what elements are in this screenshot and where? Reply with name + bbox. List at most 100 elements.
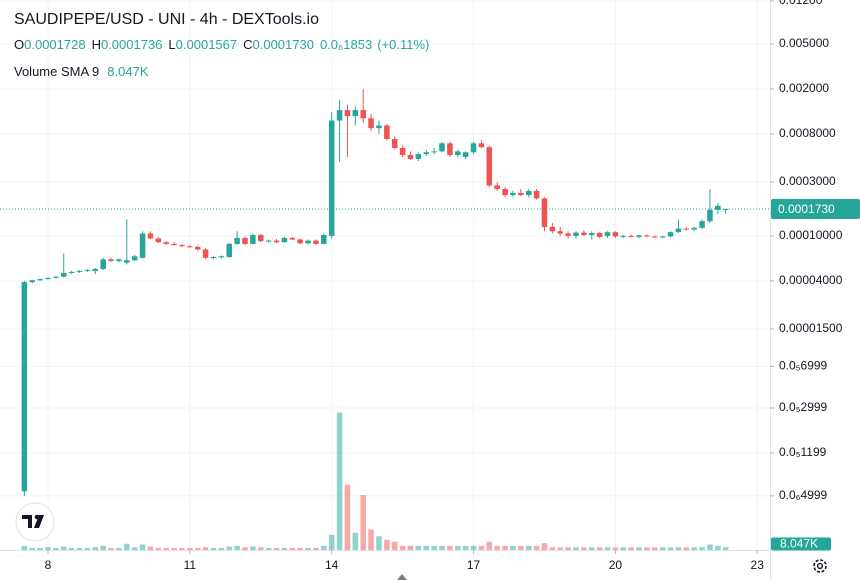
- volume-sma-tag-label: 8.047K: [780, 537, 818, 551]
- volume-bar: [84, 547, 91, 550]
- candle-body: [541, 198, 548, 227]
- volume-bar: [45, 547, 51, 550]
- candle-body: [53, 276, 59, 278]
- candle-body: [494, 185, 500, 190]
- candle-body: [447, 143, 453, 156]
- y-tick-label: 0.002000: [779, 81, 829, 95]
- candle-body: [305, 240, 311, 244]
- legend-text: C: [243, 37, 252, 52]
- volume-bar: [699, 547, 705, 550]
- legend-text: 0.0001736: [101, 37, 162, 52]
- volume-bar: [218, 547, 225, 550]
- candle-body: [667, 232, 674, 237]
- volume-bar: [620, 547, 627, 550]
- volume-bar: [470, 545, 477, 550]
- candle-body: [407, 155, 414, 159]
- candle-body: [604, 232, 611, 236]
- candle-body: [683, 228, 690, 230]
- candle-body: [399, 148, 406, 156]
- legend-text: (+0.11%): [377, 37, 429, 52]
- volume-bar: [573, 547, 579, 550]
- volume-bar: [352, 532, 359, 550]
- candle-body: [313, 240, 319, 244]
- volume-bar: [683, 547, 690, 550]
- volume-bar: [147, 546, 154, 550]
- volume-bar: [659, 547, 666, 550]
- volume-bar: [541, 543, 548, 550]
- volume-bar: [644, 547, 650, 550]
- candle-body: [37, 279, 43, 281]
- x-tick-label: 20: [609, 558, 623, 572]
- y-tick-label: 0.00001500: [779, 321, 843, 335]
- volume-bar: [588, 547, 595, 550]
- time-axis-cover: [771, 551, 860, 580]
- volume-bar: [194, 547, 201, 550]
- volume-bar: [108, 547, 114, 550]
- candle-body: [525, 190, 532, 196]
- volume-bar: [525, 545, 532, 550]
- x-tick-label: 8: [45, 558, 52, 572]
- volume-legend: Volume SMA 9 8.047K: [14, 64, 149, 79]
- volume-bar: [100, 545, 106, 550]
- candle-body: [187, 246, 193, 248]
- volume-bar: [707, 544, 713, 550]
- volume-bar: [297, 547, 303, 550]
- volume-bar: [68, 547, 75, 550]
- legend-text: L: [168, 37, 175, 52]
- candle-body: [455, 151, 461, 156]
- candle-body: [273, 240, 280, 243]
- candle-body: [194, 246, 201, 250]
- tradingview-logo[interactable]: [15, 502, 55, 542]
- candle-body: [699, 221, 705, 228]
- volume-bar: [399, 545, 406, 550]
- volume-bar: [171, 547, 177, 550]
- candle-body: [486, 147, 493, 186]
- volume-bar: [675, 547, 682, 550]
- volume-bar: [415, 545, 422, 550]
- candle-body: [147, 233, 154, 239]
- settings-button[interactable]: [813, 559, 827, 573]
- volume-bar: [691, 547, 697, 550]
- volume-bar: [376, 536, 382, 550]
- candle-body: [163, 242, 169, 244]
- volume-bar: [455, 545, 461, 550]
- candle-body: [573, 232, 579, 236]
- candle-body: [100, 259, 106, 269]
- y-tick-label: 0.0₆4999: [779, 488, 828, 502]
- volume-bar: [37, 547, 43, 550]
- logo-dot[interactable]: [34, 514, 40, 520]
- volume-bar: [494, 545, 500, 550]
- y-tick-label: 0.0₅1199: [779, 445, 827, 459]
- candle-body: [234, 237, 240, 244]
- candle-body: [431, 151, 437, 153]
- volume-bar: [486, 541, 493, 550]
- grid: [0, 0, 770, 550]
- y-tick-label: 0.0008000: [779, 126, 836, 140]
- logo-circle[interactable]: [15, 502, 55, 542]
- y-tick-label: 0.0003000: [779, 174, 836, 188]
- legend-text: Volume SMA 9: [14, 64, 99, 79]
- volume-bar: [581, 547, 587, 550]
- candle-body: [171, 243, 177, 246]
- gear-ring[interactable]: [813, 559, 827, 573]
- volume-bar: [92, 547, 99, 550]
- candle-body: [360, 110, 366, 119]
- candle-body: [352, 110, 359, 117]
- volume-bar: [407, 545, 414, 550]
- candle-body: [328, 120, 335, 236]
- candle-body: [415, 154, 422, 159]
- candle-body: [675, 228, 682, 233]
- candle-body: [462, 152, 469, 157]
- gear-hub[interactable]: [816, 562, 824, 570]
- volume-bar: [344, 484, 351, 550]
- volume-bar: [131, 547, 138, 550]
- volume-bar: [439, 545, 445, 550]
- candle-body: [155, 238, 162, 243]
- volume-bar: [273, 547, 280, 550]
- legend-text: 0.0001728: [24, 37, 85, 52]
- candle-body: [139, 233, 146, 258]
- last-price-label: 0.0001730: [778, 202, 835, 216]
